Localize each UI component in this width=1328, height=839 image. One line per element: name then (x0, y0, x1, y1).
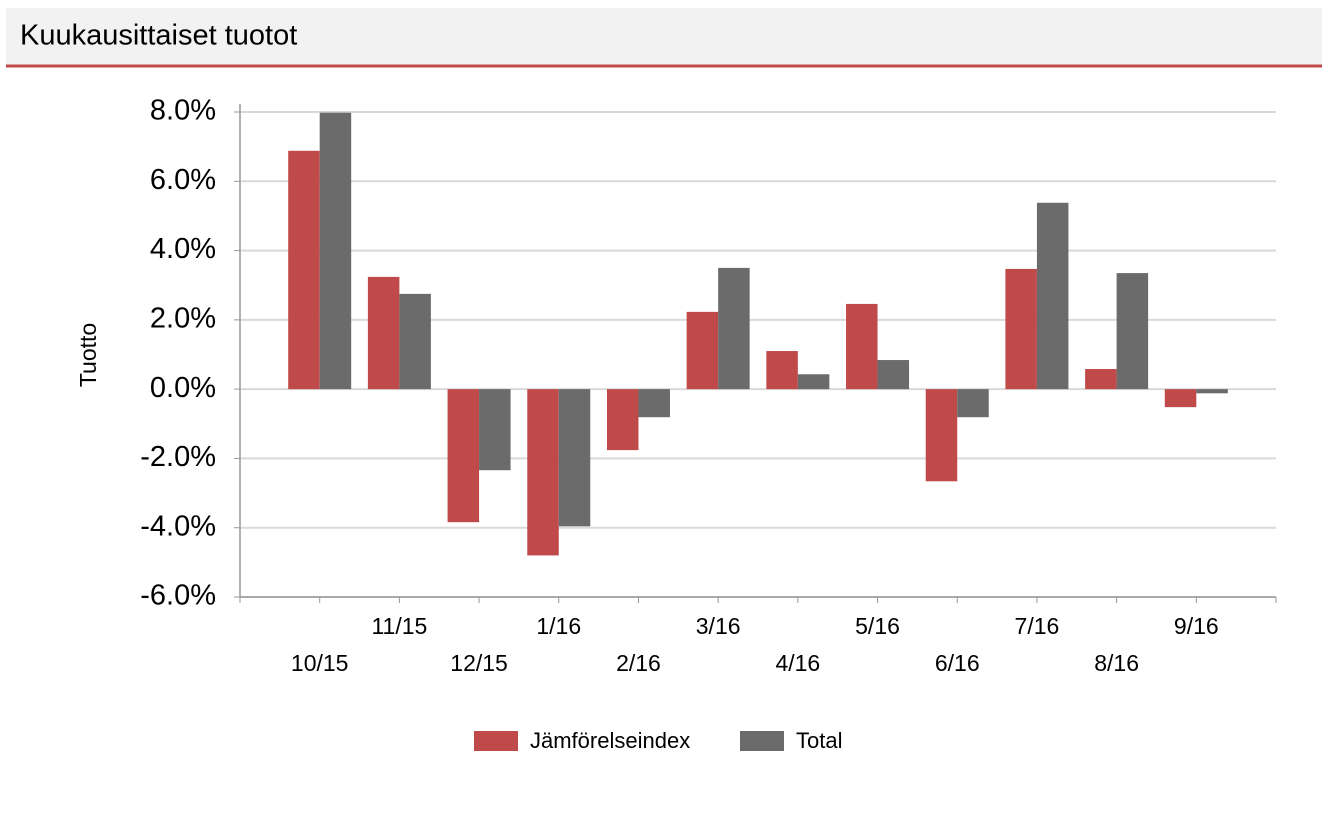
x-tick-label: 3/16 (696, 613, 741, 639)
bar (1085, 369, 1117, 390)
header-band (6, 8, 1322, 65)
x-tick-label: 9/16 (1174, 613, 1219, 639)
legend-label: Jämförelseindex (530, 728, 690, 753)
bar (877, 360, 910, 390)
x-tick-label: 10/15 (291, 650, 349, 676)
y-axis-label: Tuotto (75, 323, 101, 387)
x-tick-label: 12/15 (450, 650, 508, 676)
bar (527, 389, 559, 556)
bar (1036, 202, 1069, 390)
x-tick-label: 7/16 (1015, 613, 1060, 639)
bar (319, 112, 352, 390)
bar (1164, 389, 1197, 408)
chart-title: Kuukausittaiset tuotot (20, 20, 297, 52)
bar (288, 150, 320, 390)
bar (1116, 273, 1149, 390)
bar (846, 303, 878, 390)
x-tick-label: 4/16 (775, 650, 820, 676)
y-tick-label: -4.0% (140, 510, 216, 542)
x-tick-label: 1/16 (536, 613, 581, 639)
bar (925, 389, 958, 482)
bar (447, 389, 480, 523)
bar (797, 374, 830, 390)
bar (638, 389, 670, 418)
x-tick-label: 5/16 (855, 613, 900, 639)
legend-label: Total (796, 728, 842, 753)
legend-swatch (474, 731, 518, 751)
bar (558, 389, 591, 527)
bar (1196, 389, 1228, 394)
bar (1005, 268, 1037, 390)
y-tick-label: 8.0% (150, 95, 216, 127)
y-tick-label: 2.0% (150, 303, 216, 335)
bar (766, 351, 798, 390)
y-tick-label: 6.0% (150, 164, 216, 196)
bar (686, 311, 719, 390)
legend-swatch (740, 731, 784, 751)
x-tick-label: 8/16 (1094, 650, 1139, 676)
bar (367, 276, 400, 390)
y-tick-label: -2.0% (140, 441, 216, 473)
bar (718, 267, 750, 390)
y-tick-label: 0.0% (150, 372, 216, 404)
y-tick-label: 4.0% (150, 233, 216, 265)
bar (479, 389, 511, 471)
x-tick-label: 11/15 (371, 613, 427, 639)
x-tick-label: 6/16 (935, 650, 980, 676)
y-tick-label: -6.0% (140, 580, 216, 612)
bar (957, 389, 989, 418)
bar (399, 293, 431, 390)
x-tick-label: 2/16 (616, 650, 661, 676)
bar (606, 389, 639, 451)
